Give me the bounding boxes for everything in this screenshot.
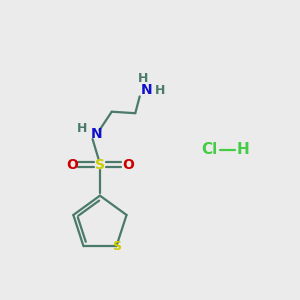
Text: H: H (76, 122, 87, 135)
Text: Cl: Cl (201, 142, 217, 158)
Text: S: S (95, 158, 105, 172)
Text: H: H (236, 142, 249, 158)
Text: S: S (112, 240, 121, 253)
Text: N: N (141, 82, 153, 97)
Text: H: H (155, 84, 166, 97)
Text: O: O (122, 158, 134, 172)
Text: H: H (137, 72, 148, 85)
Text: N: N (91, 127, 103, 141)
Text: O: O (66, 158, 78, 172)
